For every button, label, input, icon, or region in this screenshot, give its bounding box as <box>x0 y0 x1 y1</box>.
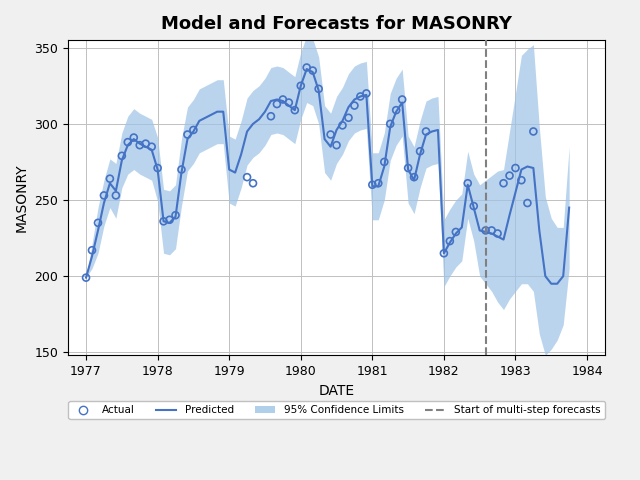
Point <box>248 180 258 187</box>
Point <box>499 180 509 187</box>
Point <box>284 99 294 107</box>
Point <box>308 67 318 74</box>
Point <box>81 274 91 281</box>
Point <box>134 141 145 149</box>
Point <box>278 96 288 103</box>
Point <box>379 158 389 166</box>
Point <box>99 192 109 199</box>
Point <box>301 64 312 72</box>
Point <box>385 120 396 128</box>
Point <box>290 106 300 114</box>
Point <box>188 126 198 134</box>
Point <box>504 172 515 180</box>
Point <box>164 216 175 224</box>
Point <box>415 147 425 155</box>
Point <box>516 176 527 184</box>
Point <box>296 82 306 90</box>
Point <box>123 138 133 146</box>
Point <box>93 219 103 227</box>
Point <box>159 217 169 225</box>
Point <box>242 173 252 181</box>
Point <box>326 131 336 138</box>
Point <box>332 141 342 149</box>
Point <box>445 237 455 245</box>
Point <box>344 114 354 121</box>
Point <box>177 166 187 173</box>
Point <box>170 211 180 219</box>
Point <box>87 246 97 254</box>
Point <box>486 227 497 234</box>
Point <box>152 164 163 172</box>
Point <box>421 128 431 135</box>
Title: Model and Forecasts for MASONRY: Model and Forecasts for MASONRY <box>161 15 512 33</box>
Point <box>314 85 324 93</box>
Point <box>355 93 365 100</box>
Point <box>463 180 473 187</box>
Point <box>492 229 502 237</box>
Point <box>481 227 491 234</box>
Point <box>147 143 157 151</box>
Point <box>409 173 419 181</box>
Point <box>367 181 378 189</box>
X-axis label: DATE: DATE <box>319 384 355 397</box>
Point <box>403 164 413 172</box>
Point <box>439 250 449 257</box>
Point <box>129 134 139 142</box>
Point <box>116 152 127 160</box>
Point <box>266 112 276 120</box>
Legend: Actual, Predicted, 95% Confidence Limits, Start of multi-step forecasts: Actual, Predicted, 95% Confidence Limits… <box>68 401 605 420</box>
Point <box>451 228 461 236</box>
Point <box>373 180 383 187</box>
Y-axis label: MASONRY: MASONRY <box>15 163 29 232</box>
Point <box>522 199 532 207</box>
Point <box>141 140 151 147</box>
Point <box>105 175 115 182</box>
Point <box>468 202 479 210</box>
Point <box>349 102 360 109</box>
Point <box>272 100 282 108</box>
Point <box>528 128 538 135</box>
Point <box>111 192 121 199</box>
Point <box>182 131 193 138</box>
Point <box>361 90 371 97</box>
Point <box>391 106 401 114</box>
Point <box>337 121 348 129</box>
Point <box>510 164 520 172</box>
Point <box>397 96 407 103</box>
